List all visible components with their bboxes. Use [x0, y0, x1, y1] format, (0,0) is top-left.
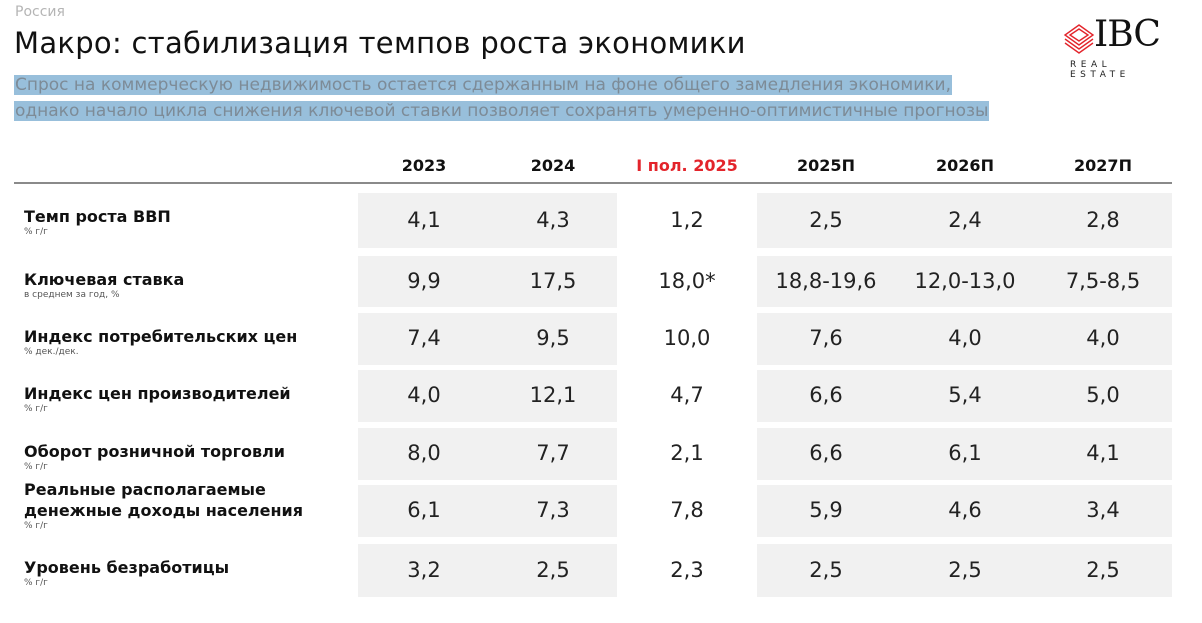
table-cell: 7,5-8,5	[1065, 268, 1141, 293]
table-cell: 18,8-19,6	[775, 268, 877, 293]
row-unit: в среднем за год, %	[24, 290, 120, 300]
row-background	[757, 370, 1172, 422]
row-label-text: Индекс цен производителей	[24, 384, 291, 403]
column-header: 2024	[530, 156, 576, 175]
logo-brand: IBC	[1094, 14, 1161, 55]
row-label-text: Темп роста ВВП	[24, 207, 171, 226]
table-cell: 4,0	[948, 326, 982, 350]
table-cell: 2,4	[948, 207, 982, 232]
table-cell: 4,6	[948, 498, 982, 522]
row-background	[358, 544, 617, 597]
row-label: Темп роста ВВП% г/г	[24, 206, 171, 237]
row-unit: % г/г	[24, 462, 48, 472]
row-background	[757, 485, 1172, 537]
table-cell: 9,9	[407, 268, 441, 293]
column-header: 2026П	[936, 156, 994, 175]
table-cell: 8,0	[407, 441, 441, 465]
table-cell: 6,6	[809, 441, 843, 465]
table-cell: 6,1	[948, 441, 982, 465]
subtitle-line-2: однако начало цикла снижения ключевой ст…	[14, 101, 990, 121]
page-title: Макро: стабилизация темпов роста экономи…	[14, 26, 746, 60]
row-background	[358, 256, 617, 307]
table-cell: 12,0-13,0	[914, 268, 1016, 293]
table-cell: 4,1	[407, 207, 441, 232]
row-label-text: Индекс потребительских цен	[24, 327, 298, 346]
table-cell: 2,5	[809, 557, 843, 582]
column-header: 2023	[401, 156, 447, 175]
table-cell: 4,0	[1086, 326, 1120, 350]
row-label-text: Уровень безработицы	[24, 558, 230, 577]
row-label-text: Ключевая ставка	[24, 270, 185, 289]
table-cell: 7,8	[670, 498, 704, 522]
table-cell: 7,6	[809, 326, 843, 350]
table-cell: 7,4	[407, 326, 441, 350]
row-background	[757, 256, 1172, 307]
row-unit: % г/г	[24, 227, 48, 237]
table-cell: 4,0	[407, 383, 441, 407]
table-cell: 3,2	[407, 557, 441, 582]
row-label: Реальные располагаемые денежные доходы н…	[24, 479, 304, 531]
table-cell: 7,3	[536, 498, 570, 522]
table-cell: 6,1	[407, 498, 441, 522]
row-background	[757, 313, 1172, 365]
row-label-text: Оборот розничной торговли	[24, 442, 285, 461]
column-header: 2025П	[797, 156, 855, 175]
table-cell: 2,5	[948, 557, 982, 582]
layered-diamond-icon	[1063, 24, 1095, 54]
table-cell: 7,7	[536, 441, 570, 465]
table-cell: 9,5	[536, 326, 570, 350]
table-cell: 12,1	[529, 383, 577, 407]
table-cell: 2,1	[670, 441, 704, 465]
row-background	[358, 370, 617, 422]
table-cell: 4,1	[1086, 441, 1120, 465]
row-background	[358, 485, 617, 537]
table-cell: 2,5	[809, 207, 843, 232]
column-header: I пол. 2025	[636, 156, 738, 175]
column-header: 2027П	[1074, 156, 1132, 175]
row-label: Ключевая ставка в среднем за год, %	[24, 269, 184, 300]
row-label-text: Реальные располагаемые денежные доходы н…	[24, 480, 304, 520]
ibc-logo: IBC REAL ESTATE	[1060, 14, 1175, 80]
row-background	[358, 313, 617, 365]
table-cell: 3,4	[1086, 498, 1120, 522]
table-cell: 5,0	[1086, 383, 1120, 407]
row-unit: % г/г	[24, 578, 48, 588]
subtitle-line-1: Спрос на коммерческую недвижимость остае…	[14, 75, 953, 95]
table-cell: 4,3	[536, 207, 570, 232]
table-cell: 1,2	[670, 207, 704, 232]
page-subtitle: Спрос на коммерческую недвижимость остае…	[14, 72, 990, 124]
row-label: Индекс потребительских цен% дек./дек.	[24, 326, 297, 357]
row-background	[358, 428, 617, 480]
region-label: Россия	[15, 4, 65, 20]
table-cell: 5,9	[809, 498, 843, 522]
logo-tagline: REAL ESTATE	[1070, 60, 1130, 80]
row-background	[757, 428, 1172, 480]
table-cell: 5,4	[948, 383, 982, 407]
table-cell: 10,0	[663, 326, 711, 350]
table-cell: 4,7	[670, 383, 704, 407]
table-cell: 6,6	[809, 383, 843, 407]
row-label: Индекс цен производителей% г/г	[24, 383, 291, 414]
table-cell: 18,0*	[658, 268, 716, 293]
row-unit: % г/г	[24, 521, 48, 531]
table-cell: 2,5	[536, 557, 570, 582]
table-cell: 2,8	[1086, 207, 1120, 232]
row-unit: % дек./дек.	[24, 347, 79, 357]
table-cell: 17,5	[529, 268, 577, 293]
row-label: Уровень безработицы% г/г	[24, 557, 229, 588]
row-background	[757, 544, 1172, 597]
table-cell: 2,5	[1086, 557, 1120, 582]
table-cell: 2,3	[670, 557, 704, 582]
header-divider	[14, 182, 1172, 184]
row-background	[757, 193, 1172, 248]
row-background	[358, 193, 617, 248]
row-unit: % г/г	[24, 404, 48, 414]
row-label: Оборот розничной торговли% г/г	[24, 441, 285, 472]
